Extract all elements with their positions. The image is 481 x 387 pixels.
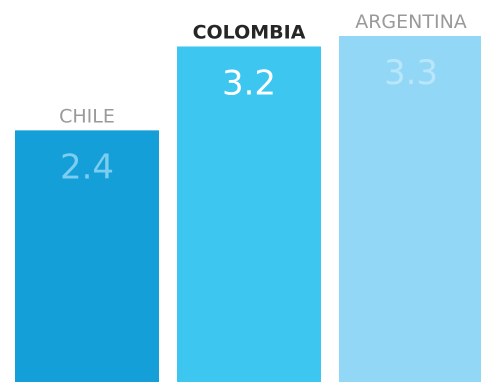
value-label-chile: 2.4 (60, 147, 114, 187)
category-label-chile: CHILE (59, 105, 115, 127)
category-label-colombia: COLOMBIA (193, 21, 306, 43)
bar-colombia (177, 46, 321, 382)
bar-chile (15, 130, 159, 382)
value-label-argentina: 3.3 (384, 53, 438, 93)
value-label-colombia: 3.2 (222, 63, 276, 103)
bar-argentina (339, 36, 481, 382)
category-label-argentina: ARGENTINA (355, 11, 467, 33)
